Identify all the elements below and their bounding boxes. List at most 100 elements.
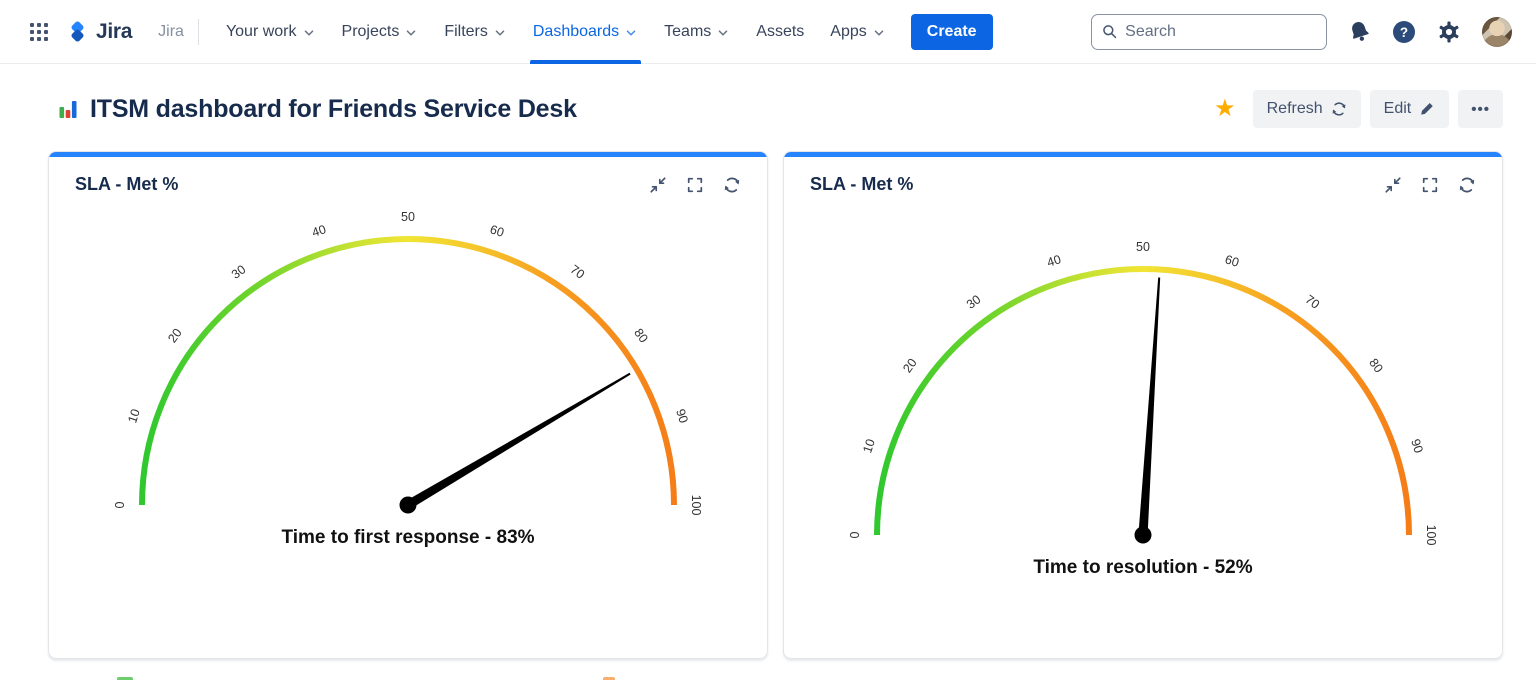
nav-item-assets[interactable]: Assets xyxy=(743,0,817,64)
refresh-icon xyxy=(1459,177,1475,192)
edit-button-label: Edit xyxy=(1383,100,1412,117)
svg-text:30: 30 xyxy=(229,262,249,282)
svg-text:0: 0 xyxy=(848,531,862,538)
gauge-value-label: Time to resolution - 52% xyxy=(1033,557,1252,578)
nav-item-your-work[interactable]: Your work xyxy=(213,0,329,64)
expand-button[interactable] xyxy=(686,176,704,194)
notifications-button[interactable] xyxy=(1348,20,1371,43)
app-grid-icon xyxy=(30,22,48,41)
collapse-button[interactable] xyxy=(1384,176,1402,194)
site-name: Jira xyxy=(158,22,184,40)
panel-tools xyxy=(649,176,741,194)
create-button[interactable]: Create xyxy=(910,13,993,50)
help-icon: ? xyxy=(1393,20,1415,43)
chevron-down-icon xyxy=(495,29,505,36)
nav-item-label: Apps xyxy=(830,22,867,40)
nav-item-apps[interactable]: Apps xyxy=(817,0,898,64)
nav-item-teams[interactable]: Teams xyxy=(651,0,743,64)
more-actions-button[interactable]: ••• xyxy=(1458,90,1503,128)
svg-text:80: 80 xyxy=(631,326,651,346)
nav-item-label: Dashboards xyxy=(532,22,620,40)
avatar xyxy=(1482,16,1512,47)
svg-text:40: 40 xyxy=(310,222,328,240)
star-icon: ★ xyxy=(1214,95,1236,122)
chevron-down-icon xyxy=(718,29,728,36)
gauge-value-label: Time to first response - 83% xyxy=(281,527,534,548)
svg-text:100: 100 xyxy=(689,495,703,516)
settings-button[interactable] xyxy=(1437,20,1461,44)
next-row-fragment xyxy=(603,677,615,680)
svg-text:10: 10 xyxy=(125,407,143,425)
nav-divider xyxy=(197,18,199,45)
svg-text:50: 50 xyxy=(1136,240,1150,254)
nav-item-label: Assets xyxy=(756,22,805,40)
nav-item-label: Teams xyxy=(664,22,712,40)
search-icon xyxy=(1103,25,1117,39)
panel-accent-bar xyxy=(49,152,767,157)
panel-tools xyxy=(1384,176,1476,194)
page-header: ITSM dashboard for Friends Service Desk … xyxy=(0,64,1536,128)
svg-text:60: 60 xyxy=(488,222,506,240)
favorite-star-button[interactable]: ★ xyxy=(1206,93,1244,125)
nav-item-label: Filters xyxy=(444,22,488,40)
search-box[interactable] xyxy=(1091,13,1327,50)
avatar-button[interactable] xyxy=(1482,16,1512,47)
nav-item-dashboards[interactable]: Dashboards xyxy=(520,0,651,64)
svg-text:20: 20 xyxy=(900,356,920,376)
chevron-down-icon xyxy=(407,29,416,36)
jira-logo[interactable]: Jira xyxy=(66,20,132,44)
collapse-icon xyxy=(1385,176,1401,193)
svg-text:40: 40 xyxy=(1045,252,1063,270)
panel-accent-bar xyxy=(784,152,1502,157)
panel-title: SLA - Met % xyxy=(810,174,914,194)
chevron-down-icon xyxy=(874,29,884,36)
refresh-button[interactable]: Refresh xyxy=(1252,90,1361,128)
refresh-icon xyxy=(1332,102,1346,116)
svg-text:80: 80 xyxy=(1366,356,1386,376)
chevron-down-icon xyxy=(626,29,636,36)
primary-nav: Your work Projects Filters Dashboards Te… xyxy=(213,0,899,64)
panel-refresh-button[interactable] xyxy=(723,176,741,194)
expand-button[interactable] xyxy=(1421,176,1439,194)
chevron-down-icon xyxy=(304,29,313,36)
nav-item-filters[interactable]: Filters xyxy=(431,0,520,64)
svg-text:0: 0 xyxy=(113,501,127,508)
svg-text:10: 10 xyxy=(860,437,878,455)
panel-refresh-button[interactable] xyxy=(1458,176,1476,194)
nav-item-projects[interactable]: Projects xyxy=(329,0,432,64)
pencil-icon xyxy=(1421,103,1434,115)
dashboard-main: ITSM dashboard for Friends Service Desk … xyxy=(0,64,1536,659)
nav-item-label: Projects xyxy=(341,22,400,40)
gear-icon xyxy=(1439,21,1459,42)
gauge-chart-first-response: 0 10 20 30 40 50 60 70 80 90 100 Time to first resp… xyxy=(113,210,703,548)
gauge-chart-resolution: 0 10 20 30 40 50 60 70 80 90 100 Time to resolution… xyxy=(848,240,1438,578)
svg-text:90: 90 xyxy=(673,407,691,425)
svg-text:90: 90 xyxy=(1408,437,1426,455)
navbar-right-cluster: ? xyxy=(1091,13,1512,50)
expand-icon xyxy=(687,177,703,192)
collapse-button[interactable] xyxy=(649,176,667,194)
svg-text:70: 70 xyxy=(568,262,588,282)
dashboard-chart-icon xyxy=(56,97,80,121)
jira-brand-text: Jira xyxy=(96,19,133,43)
search-input[interactable] xyxy=(1125,22,1316,41)
svg-text:60: 60 xyxy=(1223,252,1241,270)
gauge-wrap: 0 10 20 30 40 50 60 70 80 90 100 Time to first resp… xyxy=(98,207,718,557)
page-title: ITSM dashboard for Friends Service Desk xyxy=(90,94,577,123)
edit-button[interactable]: Edit xyxy=(1369,90,1450,128)
collapse-icon xyxy=(650,176,666,193)
svg-text:30: 30 xyxy=(964,292,984,312)
gauge-panel-resolution: SLA - Met % xyxy=(783,151,1503,659)
help-button[interactable]: ? xyxy=(1392,20,1416,44)
expand-icon xyxy=(1422,177,1438,192)
refresh-icon xyxy=(724,177,740,192)
svg-text:100: 100 xyxy=(1424,525,1438,546)
panel-title: SLA - Met % xyxy=(75,174,179,194)
refresh-button-label: Refresh xyxy=(1266,100,1323,117)
jira-logo-icon xyxy=(71,21,84,42)
svg-text:?: ? xyxy=(1400,24,1408,39)
dashboard-panels-row: SLA - Met % xyxy=(48,151,1503,659)
app-switcher-button[interactable] xyxy=(22,15,56,49)
bell-icon xyxy=(1352,21,1369,41)
top-navbar: Jira Jira Your work Projects Filters Das… xyxy=(0,0,1536,64)
